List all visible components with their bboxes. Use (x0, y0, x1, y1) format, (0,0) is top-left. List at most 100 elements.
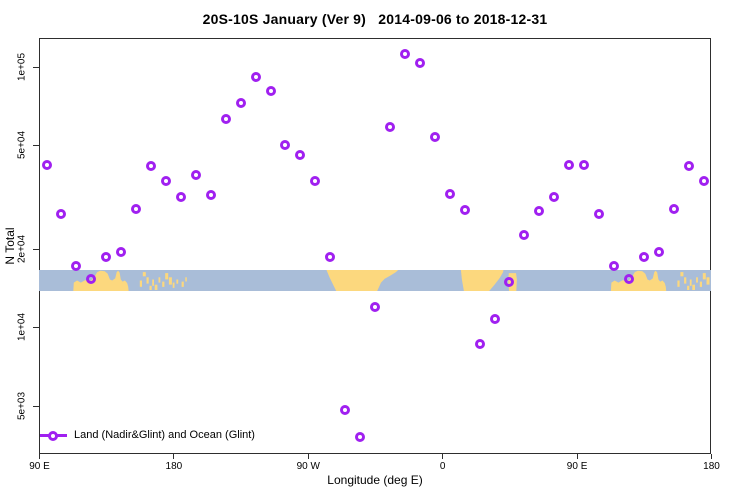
data-point (414, 58, 425, 69)
data-point (384, 122, 395, 132)
data-point (340, 405, 351, 416)
data-point (131, 204, 142, 215)
x-axis-tick (39, 454, 40, 459)
y-axis-tick (33, 405, 39, 407)
y-axis-title: N Total (3, 227, 17, 265)
land-island (677, 280, 680, 287)
legend-point-symbol (48, 431, 58, 441)
x-axis-tick (307, 454, 309, 459)
land-island (146, 277, 149, 284)
land-island (181, 281, 184, 287)
data-point (250, 72, 261, 82)
land-south-america (326, 270, 399, 291)
land-africa (460, 270, 504, 291)
data-point (86, 273, 97, 284)
data-point (355, 431, 366, 442)
y-axis-tick (33, 67, 39, 68)
land-island (168, 277, 172, 285)
x-axis-tick-label: 90 W (296, 461, 320, 472)
x-axis-tick (173, 454, 175, 459)
land-island (684, 277, 687, 284)
data-point (280, 140, 291, 151)
data-point (116, 247, 127, 258)
y-axis-tick-label: 1e+04 (16, 313, 28, 342)
data-point (459, 205, 470, 216)
land-island (185, 277, 187, 282)
data-point (205, 189, 216, 200)
y-axis-tick (33, 145, 39, 147)
x-axis-tick (576, 454, 578, 459)
data-point (579, 160, 590, 171)
data-point (683, 161, 694, 172)
data-point (265, 85, 276, 96)
data-point (325, 251, 336, 262)
land-island (699, 281, 702, 287)
x-axis-tick (711, 454, 712, 459)
land-island (149, 285, 152, 290)
data-point (429, 132, 440, 143)
land-ocean-map-strip (39, 270, 711, 291)
land-australia-repeat (610, 270, 667, 291)
land-island (158, 277, 161, 283)
y-axis-tick-label: 5e+03 (16, 391, 28, 420)
land-island (139, 280, 142, 287)
land-island (692, 284, 695, 290)
data-point (71, 261, 82, 271)
y-axis-tick-label: 5e+04 (16, 131, 28, 160)
data-point (399, 49, 410, 60)
y-axis-tick (33, 327, 39, 329)
data-point (549, 192, 560, 203)
data-point (474, 339, 485, 350)
land-island (702, 273, 706, 280)
data-point (638, 251, 649, 262)
x-axis-title: Longitude (deg E) (327, 473, 423, 487)
land-australia (73, 270, 129, 291)
data-point (310, 176, 321, 187)
data-point (220, 114, 231, 125)
data-point (295, 149, 306, 160)
land-island (165, 273, 169, 280)
data-point (608, 261, 619, 271)
data-point (41, 160, 52, 171)
chart-title: 20S-10S January (Ver 9) 2014-09-06 to 20… (202, 11, 548, 27)
data-point (160, 176, 171, 187)
land-island (689, 279, 692, 286)
data-point (146, 161, 156, 172)
plot-area-border (39, 38, 711, 454)
data-point (519, 230, 530, 241)
x-axis-tick-label: 90 E (566, 461, 588, 472)
x-axis-tick-label: 90 E (29, 461, 50, 472)
x-axis-tick (442, 454, 444, 459)
x-axis-tick-label: 0 (439, 461, 446, 472)
legend-label: Land (Nadir&Glint) and Ocean (Glint) (74, 429, 255, 441)
y-axis-tick-label: 1e+05 (16, 52, 28, 82)
land-island (687, 285, 690, 290)
data-point (668, 204, 679, 215)
y-axis-tick (33, 248, 39, 250)
land-island (696, 277, 698, 283)
data-point (534, 206, 545, 217)
data-point (489, 313, 500, 324)
data-point (56, 209, 67, 220)
land-island (162, 281, 165, 287)
y-axis-tick-label: 2e+04 (16, 234, 28, 263)
data-point (235, 97, 246, 108)
land-island (176, 279, 179, 284)
land-island (172, 282, 175, 288)
data-point (190, 170, 201, 181)
data-point (653, 247, 664, 258)
data-point (594, 208, 604, 219)
data-point (444, 189, 455, 200)
data-point (175, 192, 186, 203)
x-axis-tick-label: 180 (165, 461, 183, 472)
data-point (370, 301, 380, 312)
data-point (564, 160, 575, 171)
data-point (504, 276, 515, 287)
land-island (154, 284, 158, 290)
x-axis-tick-label: 180 (703, 461, 720, 472)
land-island (680, 272, 684, 277)
data-point (623, 273, 634, 284)
data-point (698, 176, 709, 187)
land-island (142, 272, 146, 277)
